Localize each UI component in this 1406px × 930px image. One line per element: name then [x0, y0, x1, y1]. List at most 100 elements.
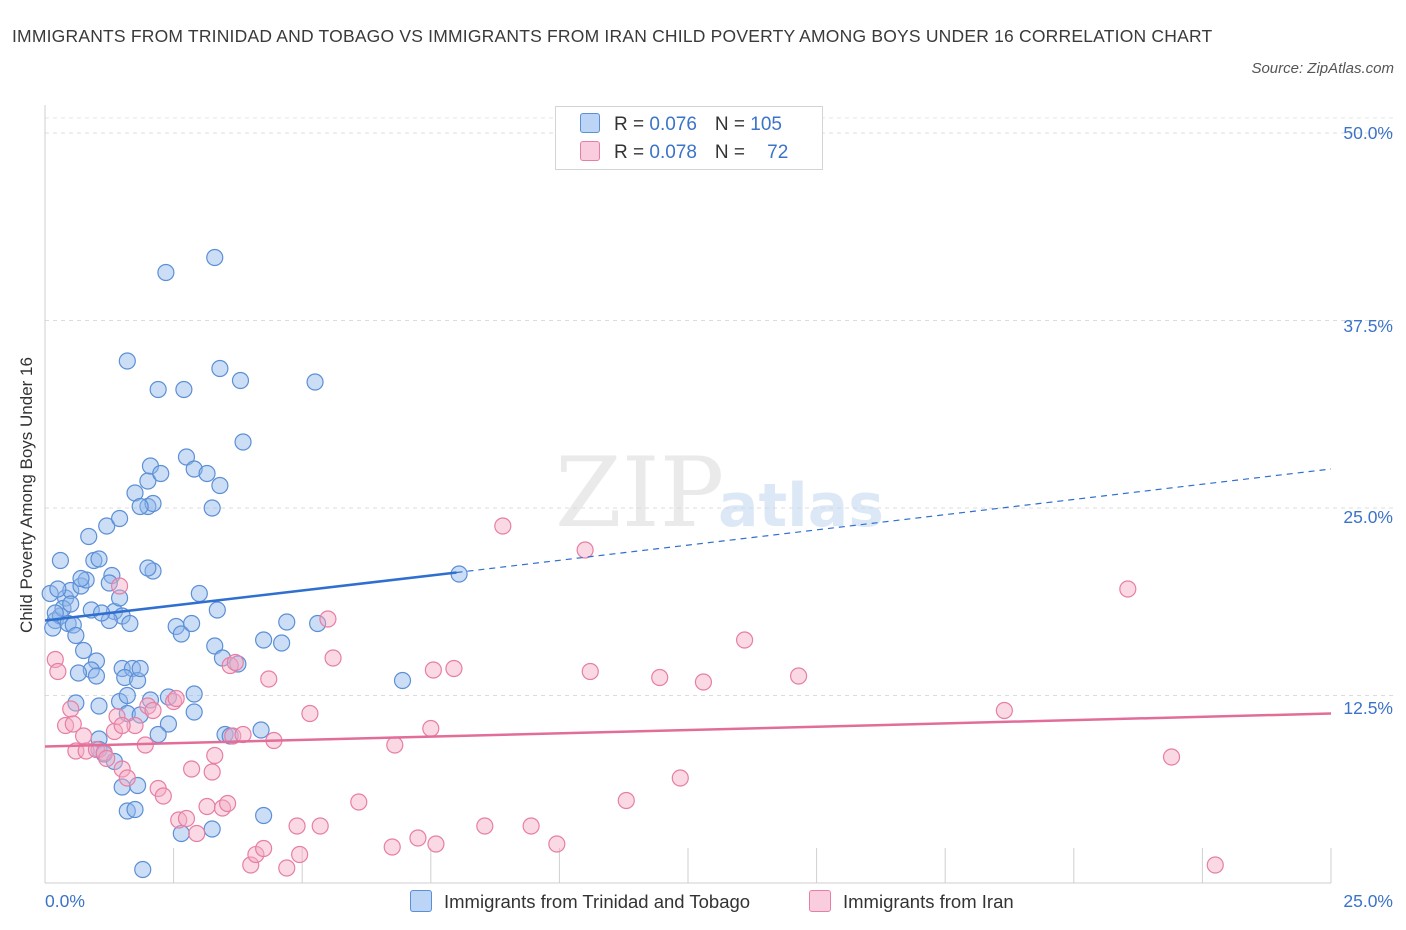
point-iran — [110, 577, 129, 595]
point-iran — [427, 835, 445, 853]
point-trinidad — [152, 464, 170, 483]
point-iran — [288, 817, 306, 835]
point-iran — [221, 656, 239, 675]
point-trinidad — [62, 581, 80, 600]
source-label: Source: ZipAtlas.com — [1251, 60, 1394, 77]
trend-line-trinidad — [44, 571, 457, 622]
point-trinidad — [190, 584, 208, 603]
point-iran — [154, 787, 172, 805]
point-trinidad — [208, 601, 226, 619]
point-trinidad — [80, 527, 98, 546]
point-iran — [113, 760, 131, 778]
point-trinidad — [87, 667, 106, 685]
point-trinidad — [87, 652, 106, 670]
point-trinidad — [273, 634, 291, 652]
point-trinidad — [185, 703, 203, 721]
point-iran — [62, 700, 80, 718]
point-iran — [226, 653, 244, 672]
point-iran — [219, 794, 237, 813]
legend-n-value: 105 — [750, 114, 782, 135]
legend-swatch-iran — [580, 141, 600, 161]
point-trinidad — [278, 613, 296, 631]
y-tick-label-12-5: 12.5% — [1343, 698, 1393, 718]
point-trinidad — [110, 509, 129, 528]
point-iran — [198, 797, 216, 816]
point-trinidad — [255, 806, 273, 825]
point-iran — [386, 736, 404, 754]
point-trinidad — [203, 820, 221, 838]
point-trinidad — [126, 800, 144, 819]
point-trinidad — [177, 448, 196, 466]
point-iran — [1119, 580, 1137, 598]
point-iran — [422, 719, 440, 738]
y-tick-label-50: 50.0% — [1343, 123, 1393, 143]
point-trinidad — [74, 641, 93, 660]
series-legend-trinidad: Immigrants from Trinidad and Tobago — [410, 890, 750, 914]
point-iran — [126, 716, 144, 735]
legend-n-label: N = — [714, 142, 751, 163]
point-iran — [995, 701, 1013, 720]
point-iran — [311, 817, 329, 835]
point-iran — [694, 673, 713, 691]
point-trinidad — [149, 380, 167, 399]
point-trinidad — [67, 626, 85, 645]
series-swatch-trinidad — [410, 890, 432, 912]
point-iran — [576, 541, 594, 559]
point-trinidad — [183, 614, 201, 633]
legend-swatch-trinidad — [580, 113, 600, 133]
point-iran — [617, 791, 635, 810]
point-iran — [49, 662, 67, 681]
series-legend-iran: Immigrants from Iran — [809, 890, 1014, 914]
point-trinidad — [118, 352, 136, 370]
point-iran — [206, 746, 224, 765]
legend-r-label: R = — [614, 114, 650, 135]
point-trinidad — [90, 697, 108, 715]
point-trinidad — [44, 619, 62, 637]
point-iran — [177, 809, 196, 828]
point-iran — [409, 829, 427, 847]
point-trinidad — [149, 725, 167, 744]
correlation-legend: R = 0.076 N = 105 R = 0.078 N = 72 — [555, 106, 823, 170]
point-iran — [98, 749, 116, 768]
point-trinidad — [231, 371, 250, 390]
point-iran — [671, 769, 689, 787]
point-trinidad — [175, 380, 193, 399]
trend-lines — [44, 468, 1332, 748]
point-trinidad — [144, 562, 162, 580]
point-iran — [651, 668, 669, 687]
point-iran — [291, 845, 309, 864]
point-trinidad — [172, 625, 190, 643]
point-trinidad — [252, 721, 270, 739]
point-iran — [445, 659, 463, 678]
point-trinidad — [118, 686, 136, 705]
point-trinidad — [144, 494, 162, 513]
point-trinidad — [139, 559, 157, 577]
series-name-iran: Immigrants from Iran — [843, 891, 1014, 912]
point-trinidad — [306, 373, 324, 391]
point-iran — [167, 689, 185, 708]
point-iran — [324, 649, 342, 667]
point-iran — [522, 817, 540, 835]
point-trinidad — [72, 569, 90, 588]
legend-n-label: N = — [714, 114, 751, 135]
y-tick-label-25: 25.0% — [1343, 507, 1393, 527]
point-trinidad — [185, 685, 203, 703]
point-trinidad — [393, 671, 412, 690]
point-trinidad — [211, 359, 229, 378]
y-tick-label-37-5: 37.5% — [1343, 316, 1393, 336]
legend-row-iran: R = 0.078 N = 72 — [580, 141, 788, 163]
point-iran — [113, 716, 131, 735]
watermark-zip: ZIP — [555, 437, 724, 549]
series-name-trinidad: Immigrants from Trinidad and Tobago — [444, 891, 751, 912]
point-trinidad — [98, 517, 116, 535]
watermark-atlas: atlas — [718, 471, 884, 541]
axes — [44, 105, 1332, 884]
point-iran — [260, 670, 278, 688]
legend-r-label: R = — [614, 142, 650, 163]
point-iran — [476, 817, 494, 835]
legend-n-value: 72 — [767, 142, 789, 163]
point-trinidad — [206, 248, 224, 267]
point-trinidad — [90, 550, 108, 568]
point-trinidad — [309, 614, 327, 633]
